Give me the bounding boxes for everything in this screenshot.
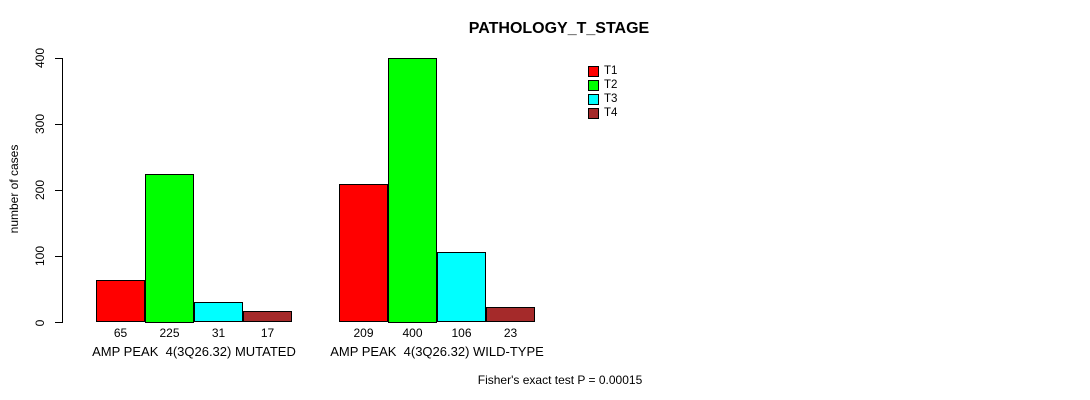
y-tick-mark bbox=[55, 57, 62, 59]
fisher-test-annotation: Fisher's exact test P = 0.00015 bbox=[477, 373, 643, 387]
legend-item-t4: T4 bbox=[588, 107, 617, 119]
bar-t3-group1 bbox=[194, 302, 243, 323]
y-tick-mark bbox=[55, 322, 62, 323]
y-tick-label: 0 bbox=[33, 319, 47, 326]
y-tick-label: 200 bbox=[33, 180, 47, 201]
legend-swatch-t2 bbox=[588, 79, 599, 91]
bar-count-label: 65 bbox=[113, 326, 128, 340]
legend-item-t1: T1 bbox=[588, 65, 617, 77]
bar-t1-group2 bbox=[339, 184, 388, 323]
x-group-label: AMP PEAK 4(3Q26.32) MUTATED bbox=[92, 344, 296, 359]
legend-label: T2 bbox=[604, 79, 618, 91]
bar-count-label: 106 bbox=[451, 326, 472, 340]
y-tick-mark bbox=[55, 255, 62, 257]
y-tick-mark bbox=[55, 189, 62, 191]
bar-count-label: 225 bbox=[159, 326, 180, 340]
y-tick-label: 100 bbox=[33, 246, 47, 267]
bar-count-label: 23 bbox=[503, 326, 518, 340]
chart-title: PATHOLOGY_T_STAGE bbox=[468, 20, 650, 37]
y-axis-label: number of cases bbox=[7, 144, 21, 234]
bar-count-label: 17 bbox=[260, 326, 275, 340]
bar-t2-group2 bbox=[388, 58, 437, 323]
bar-t4-group2 bbox=[486, 307, 535, 323]
bar-t4-group1 bbox=[243, 311, 292, 323]
legend-swatch-t3 bbox=[588, 93, 599, 105]
legend-swatch-t4 bbox=[588, 107, 599, 119]
bar-t3-group2 bbox=[437, 252, 486, 323]
bar-count-label: 400 bbox=[402, 326, 423, 340]
y-axis-line bbox=[62, 58, 63, 323]
legend-item-t2: T2 bbox=[588, 79, 617, 91]
bar-t2-group1 bbox=[145, 173, 194, 323]
y-tick-label: 300 bbox=[33, 114, 47, 135]
x-group-label: AMP PEAK 4(3Q26.32) WILD-TYPE bbox=[330, 344, 544, 359]
legend-label: T3 bbox=[604, 93, 618, 105]
legend-swatch-t1 bbox=[588, 65, 599, 77]
bar-t1-group1 bbox=[96, 279, 145, 323]
bar-count-label: 31 bbox=[211, 326, 226, 340]
legend-item-t3: T3 bbox=[588, 93, 617, 105]
bar-count-label: 209 bbox=[353, 326, 374, 340]
y-tick-mark bbox=[55, 123, 62, 125]
legend-label: T1 bbox=[604, 65, 618, 77]
legend-label: T4 bbox=[604, 107, 618, 119]
y-tick-label: 400 bbox=[33, 47, 47, 69]
